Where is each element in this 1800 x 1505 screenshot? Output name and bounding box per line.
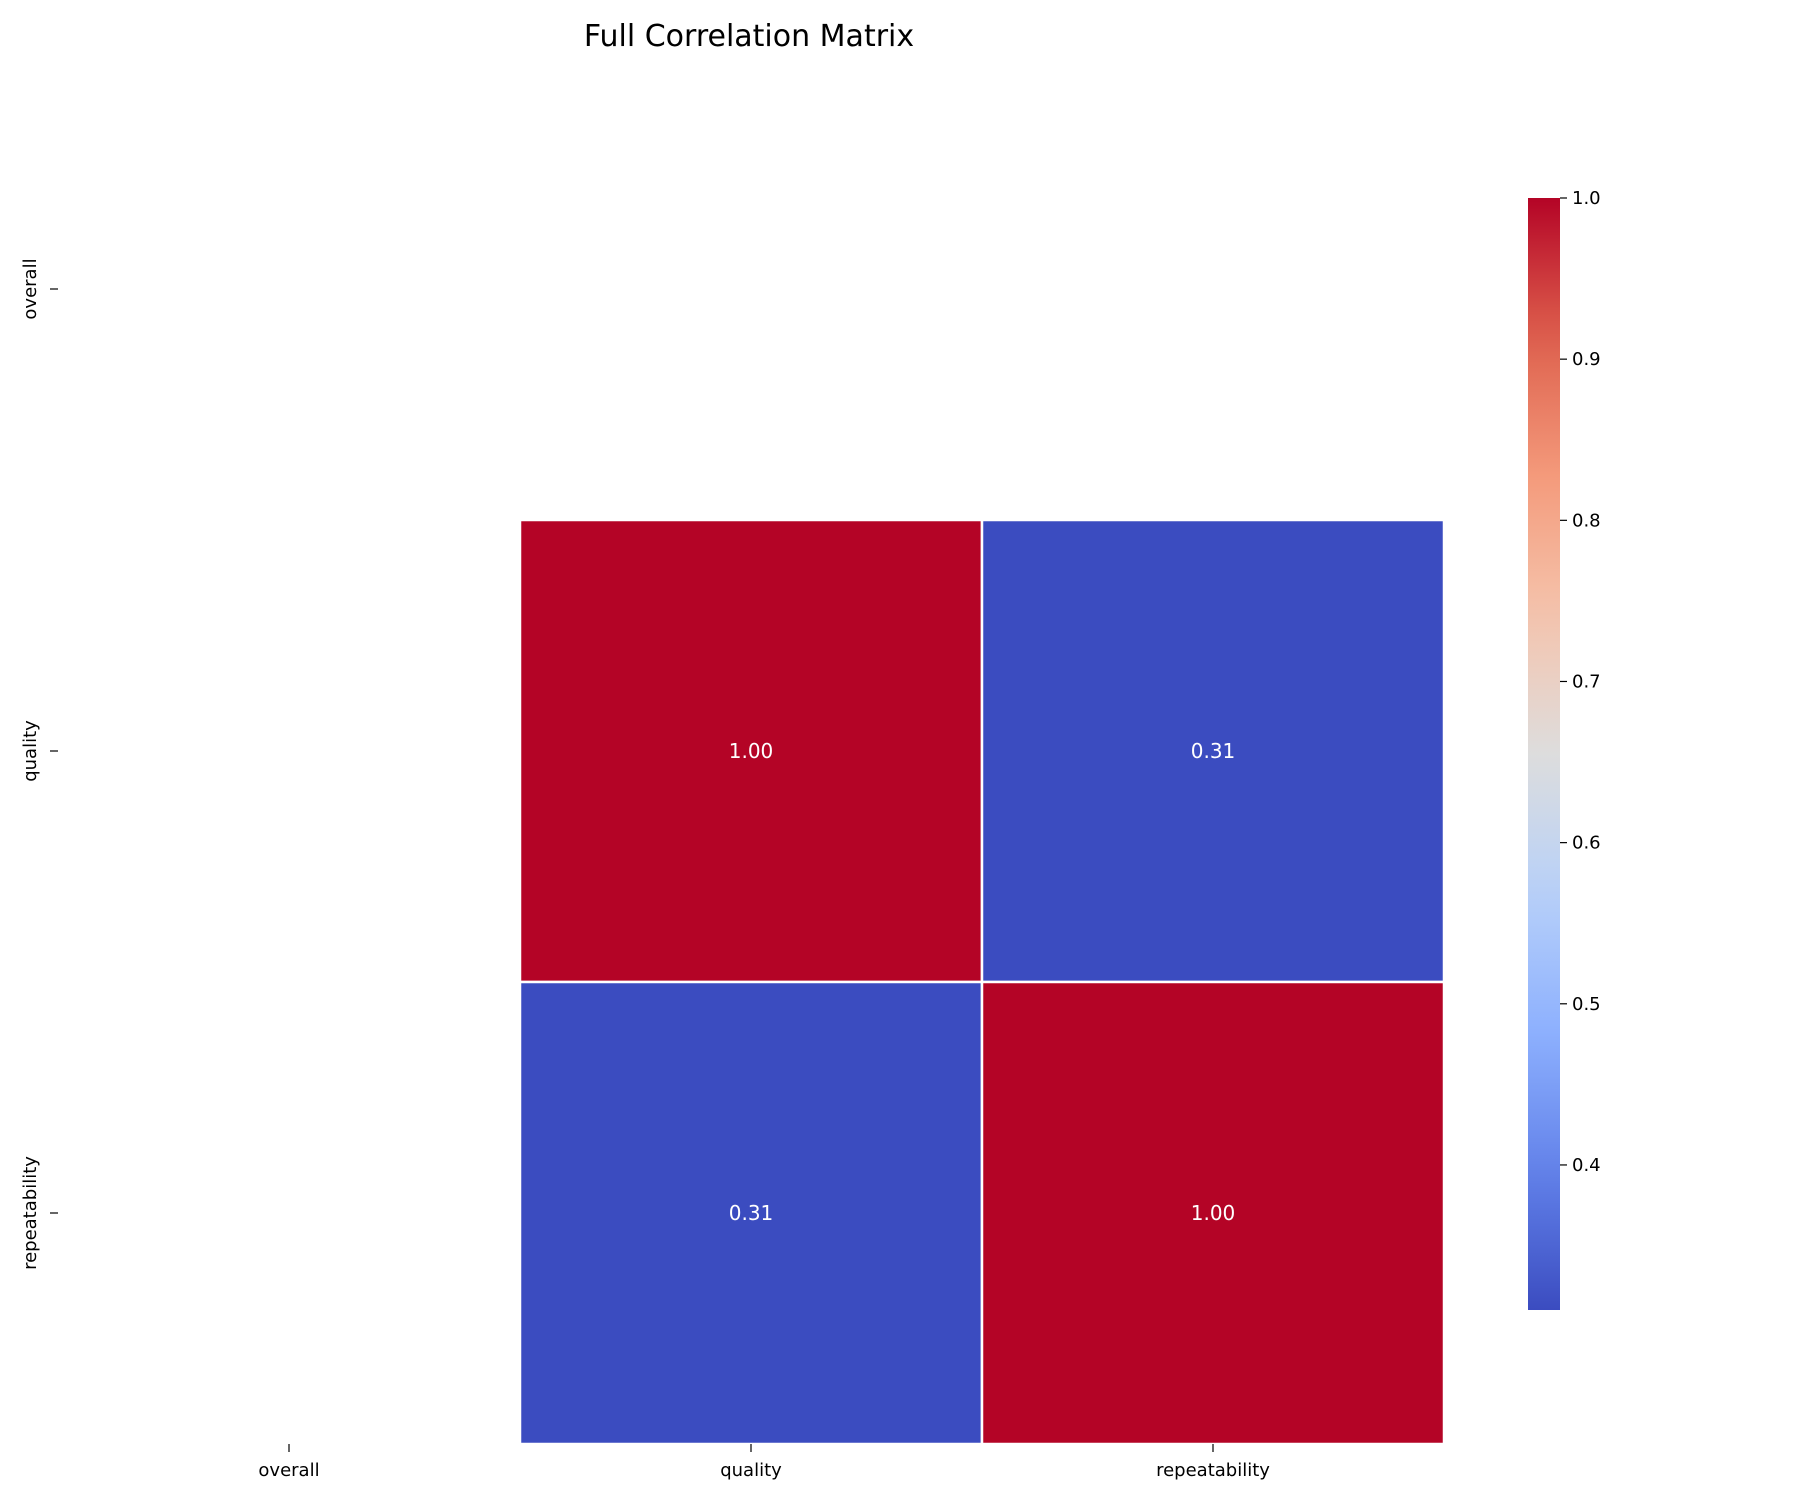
y-tick-label-quality: quality [20,720,41,782]
colorbar-gradient [1528,198,1560,1310]
x-tick-label-overall: overall [258,1460,319,1481]
cell-annotation-quality-quality: 1.00 [729,739,774,763]
x-tick-label-quality: quality [720,1460,782,1481]
cell-annotation-repeatability-quality: 0.31 [729,1201,774,1225]
colorbar-tick-label: 0.9 [1572,349,1601,370]
colorbar: 0.4 0.5 0.6 0.7 0.8 0.9 1.0 [1528,188,1601,1310]
colorbar-tick-label: 0.7 [1572,671,1601,692]
y-tick-label-repeatability: repeatability [20,1156,41,1270]
colorbar-tick-label: 0.6 [1572,833,1601,854]
y-axis: overall quality repeatability [20,258,58,1270]
chart-title: Full Correlation Matrix [584,19,914,54]
heatmap-cell-repeatability-repeatability [980,980,1446,1446]
y-tick-label-overall: overall [20,258,41,319]
x-tick-label-repeatability: repeatability [1156,1460,1270,1481]
colorbar-tick-label: 1.0 [1572,188,1601,209]
colorbar-tick-label: 0.5 [1572,994,1601,1015]
cell-annotation-quality-repeatability: 0.31 [1191,739,1236,763]
cell-annotation-repeatability-repeatability: 1.00 [1191,1201,1236,1225]
heatmap-cells [518,518,1446,1446]
colorbar-tick-label: 0.8 [1572,510,1601,531]
x-axis: overall quality repeatability [258,1444,1270,1481]
heatmap-cell-quality-repeatability [980,518,1446,984]
heatmap-annotations: 1.00 0.31 0.31 1.00 [729,739,1236,1225]
heatmap-cell-repeatability-quality [518,980,984,1446]
heatmap-cell-quality-quality [518,518,984,984]
colorbar-tick-label: 0.4 [1572,1155,1601,1176]
